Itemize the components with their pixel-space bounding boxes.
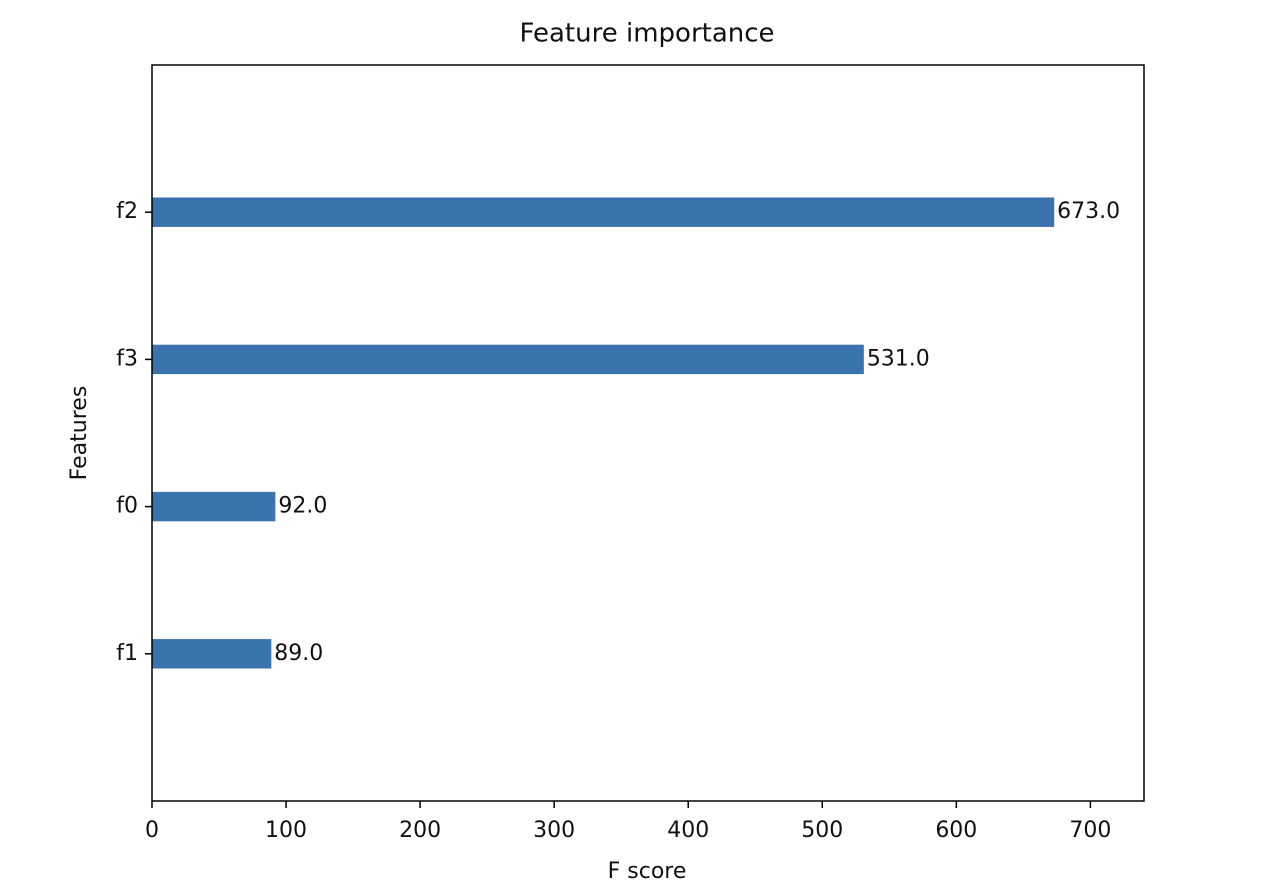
plot-frame (151, 64, 1145, 802)
chart-title: Feature importance (519, 19, 774, 49)
bar (152, 197, 1055, 227)
bar (152, 491, 276, 522)
x-tick-label: 600 (935, 818, 977, 843)
value-label: 531.0 (867, 346, 930, 371)
x-tick-label: 500 (801, 818, 843, 843)
value-label: 673.0 (1057, 199, 1120, 224)
x-axis-label: F score (608, 859, 687, 884)
x-tick-label: 400 (667, 818, 709, 843)
x-tick-label: 700 (1069, 818, 1111, 843)
bar (152, 344, 864, 375)
x-tick-label: 0 (145, 818, 159, 843)
y-tick-label: f1 (116, 641, 138, 666)
bar (152, 639, 272, 669)
y-tick-label: f3 (116, 346, 138, 371)
x-tick-label: 300 (533, 818, 575, 843)
x-tick-label: 100 (265, 818, 307, 843)
value-label: 89.0 (274, 641, 323, 666)
x-tick-label: 200 (399, 818, 441, 843)
y-axis-label: Features (67, 386, 92, 481)
y-tick-label: f2 (116, 199, 138, 224)
y-tick-label: f0 (116, 494, 138, 519)
value-label: 92.0 (278, 494, 327, 519)
